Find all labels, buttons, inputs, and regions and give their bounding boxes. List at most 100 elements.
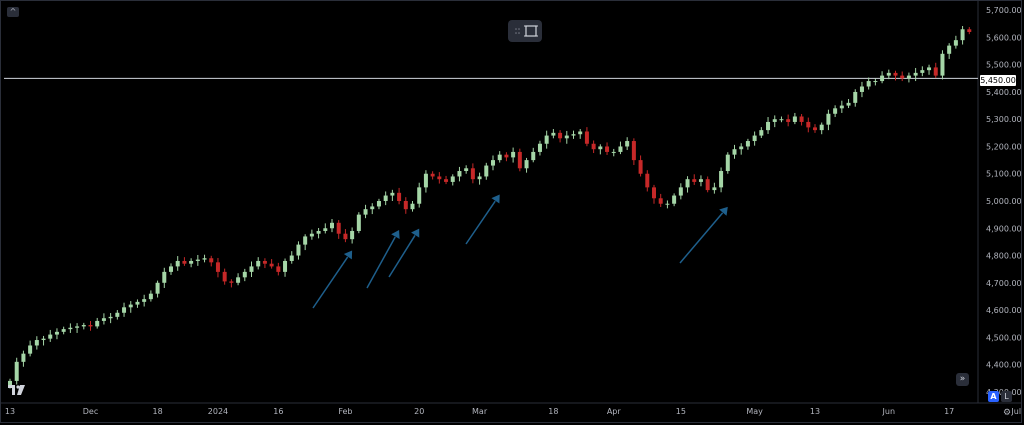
candle-body [269, 263, 274, 267]
candle-body [249, 266, 254, 272]
annotation-arrow-shaft [388, 235, 416, 278]
candle-body [148, 293, 153, 300]
candle-body [927, 67, 932, 71]
annotation-arrow-shaft [465, 200, 496, 245]
collapse-toolbar-button[interactable]: ^ [7, 7, 19, 17]
candle-body [665, 203, 670, 205]
candle-body [772, 119, 777, 122]
candle-body [61, 329, 66, 332]
candle-body [229, 281, 234, 283]
auto-scale-button[interactable]: A [988, 391, 999, 402]
gear-icon[interactable]: ⚙ [1002, 408, 1012, 418]
candle-body [316, 230, 321, 234]
candle-body [356, 214, 361, 231]
candle-body [370, 206, 375, 210]
candle-body [309, 233, 314, 237]
time-tick-label: 2024 [208, 407, 228, 416]
candle-body [705, 179, 710, 191]
candle-body [122, 307, 127, 313]
candle-body [343, 233, 348, 240]
current-price-label: 5,450.00 [980, 75, 1016, 86]
candle-body [920, 70, 925, 73]
candle-body [283, 260, 288, 272]
candle-body [101, 318, 106, 321]
candle-body [511, 151, 516, 158]
candle-body [544, 135, 549, 144]
candle-body [491, 160, 495, 166]
annotation-arrow-shaft [312, 256, 349, 309]
candle-body [430, 173, 435, 177]
candle-body [893, 72, 898, 76]
annotation-arrow-shaft [366, 236, 396, 289]
candle-body [14, 361, 19, 381]
time-tick-label: Mar [472, 407, 488, 416]
candle-body [732, 149, 737, 155]
candle-body [792, 116, 797, 122]
candle-body [752, 135, 757, 142]
candle-body [162, 271, 167, 283]
candle-body [256, 260, 261, 267]
time-tick-label: 20 [414, 407, 424, 416]
candle-body [698, 179, 703, 182]
scroll-to-realtime-button[interactable]: » [956, 373, 969, 386]
candle-body [517, 151, 522, 169]
candle-body [859, 86, 864, 92]
candle-body [826, 113, 831, 125]
candle-body [591, 143, 596, 150]
price-tick-label: 4,900.00 [986, 224, 1022, 233]
price-tick-label: 4,600.00 [986, 306, 1022, 315]
time-tick-label: Jun [882, 407, 896, 416]
candle-body [417, 187, 422, 204]
candle-body [262, 260, 267, 264]
candle-body [631, 141, 636, 161]
candle-body [947, 45, 952, 54]
price-tick-label: 5,600.00 [986, 33, 1022, 42]
candle-body [484, 165, 489, 177]
price-tick-label: 5,400.00 [986, 88, 1022, 97]
candle-body [48, 334, 53, 339]
price-tick-label: 5,700.00 [986, 6, 1022, 15]
candle-body [423, 173, 428, 188]
candle-body [303, 236, 308, 245]
candle-body [564, 135, 569, 139]
candle-body [558, 132, 563, 139]
candle-body [584, 131, 589, 144]
candle-body [866, 81, 871, 87]
candle-body [477, 176, 482, 180]
candle-body [470, 168, 475, 180]
candle-body [88, 325, 93, 327]
price-tick-label: 5,100.00 [986, 170, 1022, 179]
price-tick-label: 5,300.00 [986, 115, 1022, 124]
candle-body [799, 116, 804, 122]
time-tick-label: May [746, 407, 763, 416]
annotation-arrow-head [411, 228, 420, 238]
candle-body [34, 340, 39, 346]
candle-body [658, 198, 663, 204]
candle-body [497, 154, 502, 161]
time-tick-label: Jul [1010, 407, 1021, 416]
candle-body [155, 282, 160, 294]
candle-body [745, 141, 750, 147]
candle-body [128, 304, 133, 308]
candle-body [611, 151, 616, 153]
candle-body [135, 301, 140, 305]
candle-body [363, 209, 368, 215]
candle-body [618, 146, 623, 152]
candle-body [169, 266, 173, 272]
candle-body [953, 40, 958, 46]
candle-body [712, 187, 717, 191]
time-tick-label: 17 [944, 407, 954, 416]
log-scale-button[interactable]: L [1001, 391, 1012, 402]
price-tick-label: 5,500.00 [986, 61, 1022, 70]
candle-body [839, 105, 844, 109]
candle-body [8, 380, 12, 387]
candle-body [504, 154, 509, 158]
price-tick-label: 5,200.00 [986, 142, 1022, 151]
candle-body [913, 72, 918, 76]
annotation-arrow-shaft [679, 212, 724, 264]
candle-body [551, 132, 556, 136]
candle-body [605, 146, 610, 152]
selection-toolbar[interactable] [508, 20, 542, 42]
candle-body [571, 134, 576, 136]
